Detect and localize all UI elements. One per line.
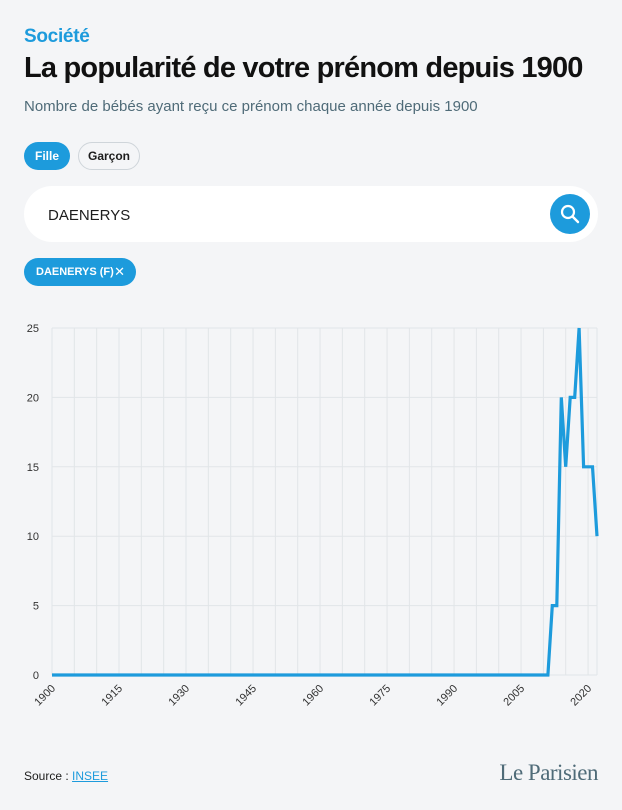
- x-tick-label: 1990: [434, 683, 460, 709]
- y-tick-label: 25: [27, 323, 39, 335]
- page-subtitle: Nombre de bébés ayant reçu ce prénom cha…: [24, 98, 478, 115]
- x-tick-label: 1975: [367, 683, 393, 709]
- series-line: [52, 327, 599, 677]
- search-icon: [560, 204, 580, 224]
- gender-toggle-fille[interactable]: Fille: [24, 142, 70, 170]
- search-bar: [24, 186, 598, 242]
- selected-name-chip: DAENERYS (F) ✕: [24, 258, 136, 286]
- chip-close-icon[interactable]: ✕: [114, 264, 125, 279]
- search-input[interactable]: [48, 204, 528, 226]
- le-parisien-logo: Le Parisien: [499, 760, 598, 785]
- search-button[interactable]: [550, 194, 590, 234]
- y-tick-label: 0: [33, 670, 39, 682]
- gender-toggle-garcon[interactable]: Garçon: [78, 142, 140, 170]
- x-tick-label: 1930: [166, 683, 192, 709]
- source-link[interactable]: INSEE: [72, 769, 109, 783]
- source-line: Source : INSEE: [24, 769, 108, 783]
- y-tick-label: 10: [27, 531, 39, 543]
- x-tick-label: 1915: [99, 683, 125, 709]
- x-tick-label: 2005: [501, 683, 527, 709]
- chip-label: DAENERYS (F): [36, 266, 114, 278]
- page-title: La popularité de votre prénom depuis 190…: [24, 52, 583, 84]
- x-tick-label: 2020: [568, 683, 594, 709]
- source-label: Source :: [24, 769, 69, 783]
- x-tick-label: 1960: [300, 683, 326, 709]
- line-chart: 0 5 10 15 20 25 1900 1915 1930 1945 1960 1975 1990 20…: [27, 323, 599, 709]
- x-tick-label: 1900: [32, 683, 58, 709]
- x-tick-label: 1945: [233, 683, 259, 709]
- y-tick-label: 15: [27, 462, 39, 474]
- category-label: Société: [24, 26, 90, 47]
- y-tick-label: 5: [33, 601, 39, 613]
- y-tick-label: 20: [27, 392, 39, 404]
